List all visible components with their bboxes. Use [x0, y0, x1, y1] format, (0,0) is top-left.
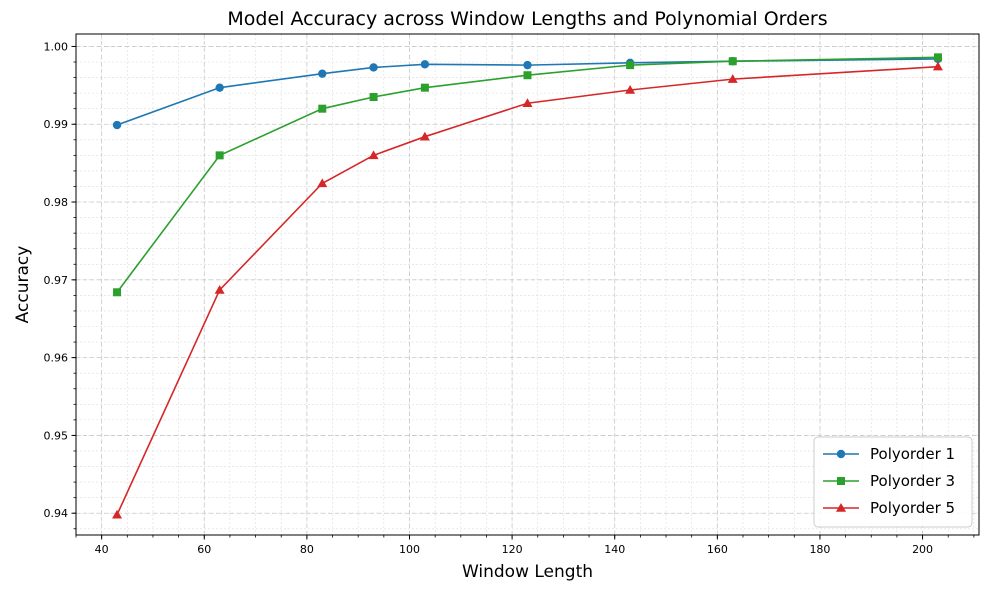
data-point [215, 83, 224, 92]
legend-item: Polyorder 1 [823, 445, 955, 463]
series-3 [112, 61, 943, 519]
data-point [420, 60, 430, 69]
x-axis-ticks: 40 60 80 100 120 140 160 180 200 [75, 535, 975, 556]
series-layer [112, 53, 943, 519]
data-point [625, 85, 636, 94]
legend-marker [836, 449, 846, 459]
x-tick-label: 80 [300, 543, 314, 556]
plot-frame [75, 33, 980, 536]
data-point [419, 131, 430, 141]
x-tick-label: 100 [399, 543, 420, 556]
data-point [368, 150, 379, 160]
legend-label: Polyorder 5 [870, 499, 955, 517]
y-tick-label: 1.00 [44, 40, 69, 53]
data-point [113, 288, 122, 297]
data-point [214, 284, 225, 294]
x-tick-label: 40 [95, 543, 109, 556]
data-point [420, 83, 429, 92]
y-tick-label: 0.97 [44, 274, 69, 287]
data-point [728, 57, 737, 66]
x-tick-label: 200 [912, 543, 933, 556]
data-point [112, 120, 122, 130]
data-point [112, 509, 123, 519]
y-tick-label: 0.94 [44, 507, 69, 520]
data-point [523, 60, 532, 70]
legend-box [813, 436, 973, 528]
legend-label: Polyorder 1 [870, 445, 955, 463]
data-point [932, 61, 943, 71]
data-point [523, 71, 532, 80]
x-tick-label: 180 [809, 543, 830, 556]
legend-marker [837, 477, 845, 485]
legend-marker [836, 503, 846, 512]
data-point [369, 63, 378, 72]
legend-item: Polyorder 5 [823, 499, 955, 517]
series-2 [113, 53, 942, 297]
data-point [318, 104, 327, 113]
y-axis-title: Accuracy [13, 246, 33, 324]
data-point [317, 178, 328, 188]
data-point [626, 61, 635, 70]
data-point [522, 98, 533, 107]
legend-item: Polyorder 3 [823, 472, 955, 490]
data-point [215, 151, 224, 160]
legend-label: Polyorder 3 [870, 472, 955, 490]
data-point [318, 69, 327, 78]
y-axis-ticks: 0.94 0.95 0.96 0.97 0.98 0.99 1.00 [44, 40, 76, 530]
x-tick-label: 160 [707, 543, 728, 556]
data-point [727, 74, 738, 83]
x-tick-label: 60 [197, 543, 211, 556]
data-point [933, 53, 942, 62]
chart-title: Model Accuracy across Window Lengths and… [227, 8, 827, 30]
legend: Polyorder 1 Polyorder 3 Polyorder 5 [813, 436, 973, 528]
y-tick-label: 0.95 [44, 429, 69, 442]
x-axis-title: Window Length [462, 562, 593, 582]
y-tick-label: 0.99 [44, 118, 69, 131]
x-tick-label: 120 [502, 543, 523, 556]
y-tick-label: 0.96 [44, 352, 69, 365]
y-tick-label: 0.98 [44, 196, 69, 209]
data-point [369, 93, 378, 102]
x-tick-label: 140 [604, 543, 625, 556]
